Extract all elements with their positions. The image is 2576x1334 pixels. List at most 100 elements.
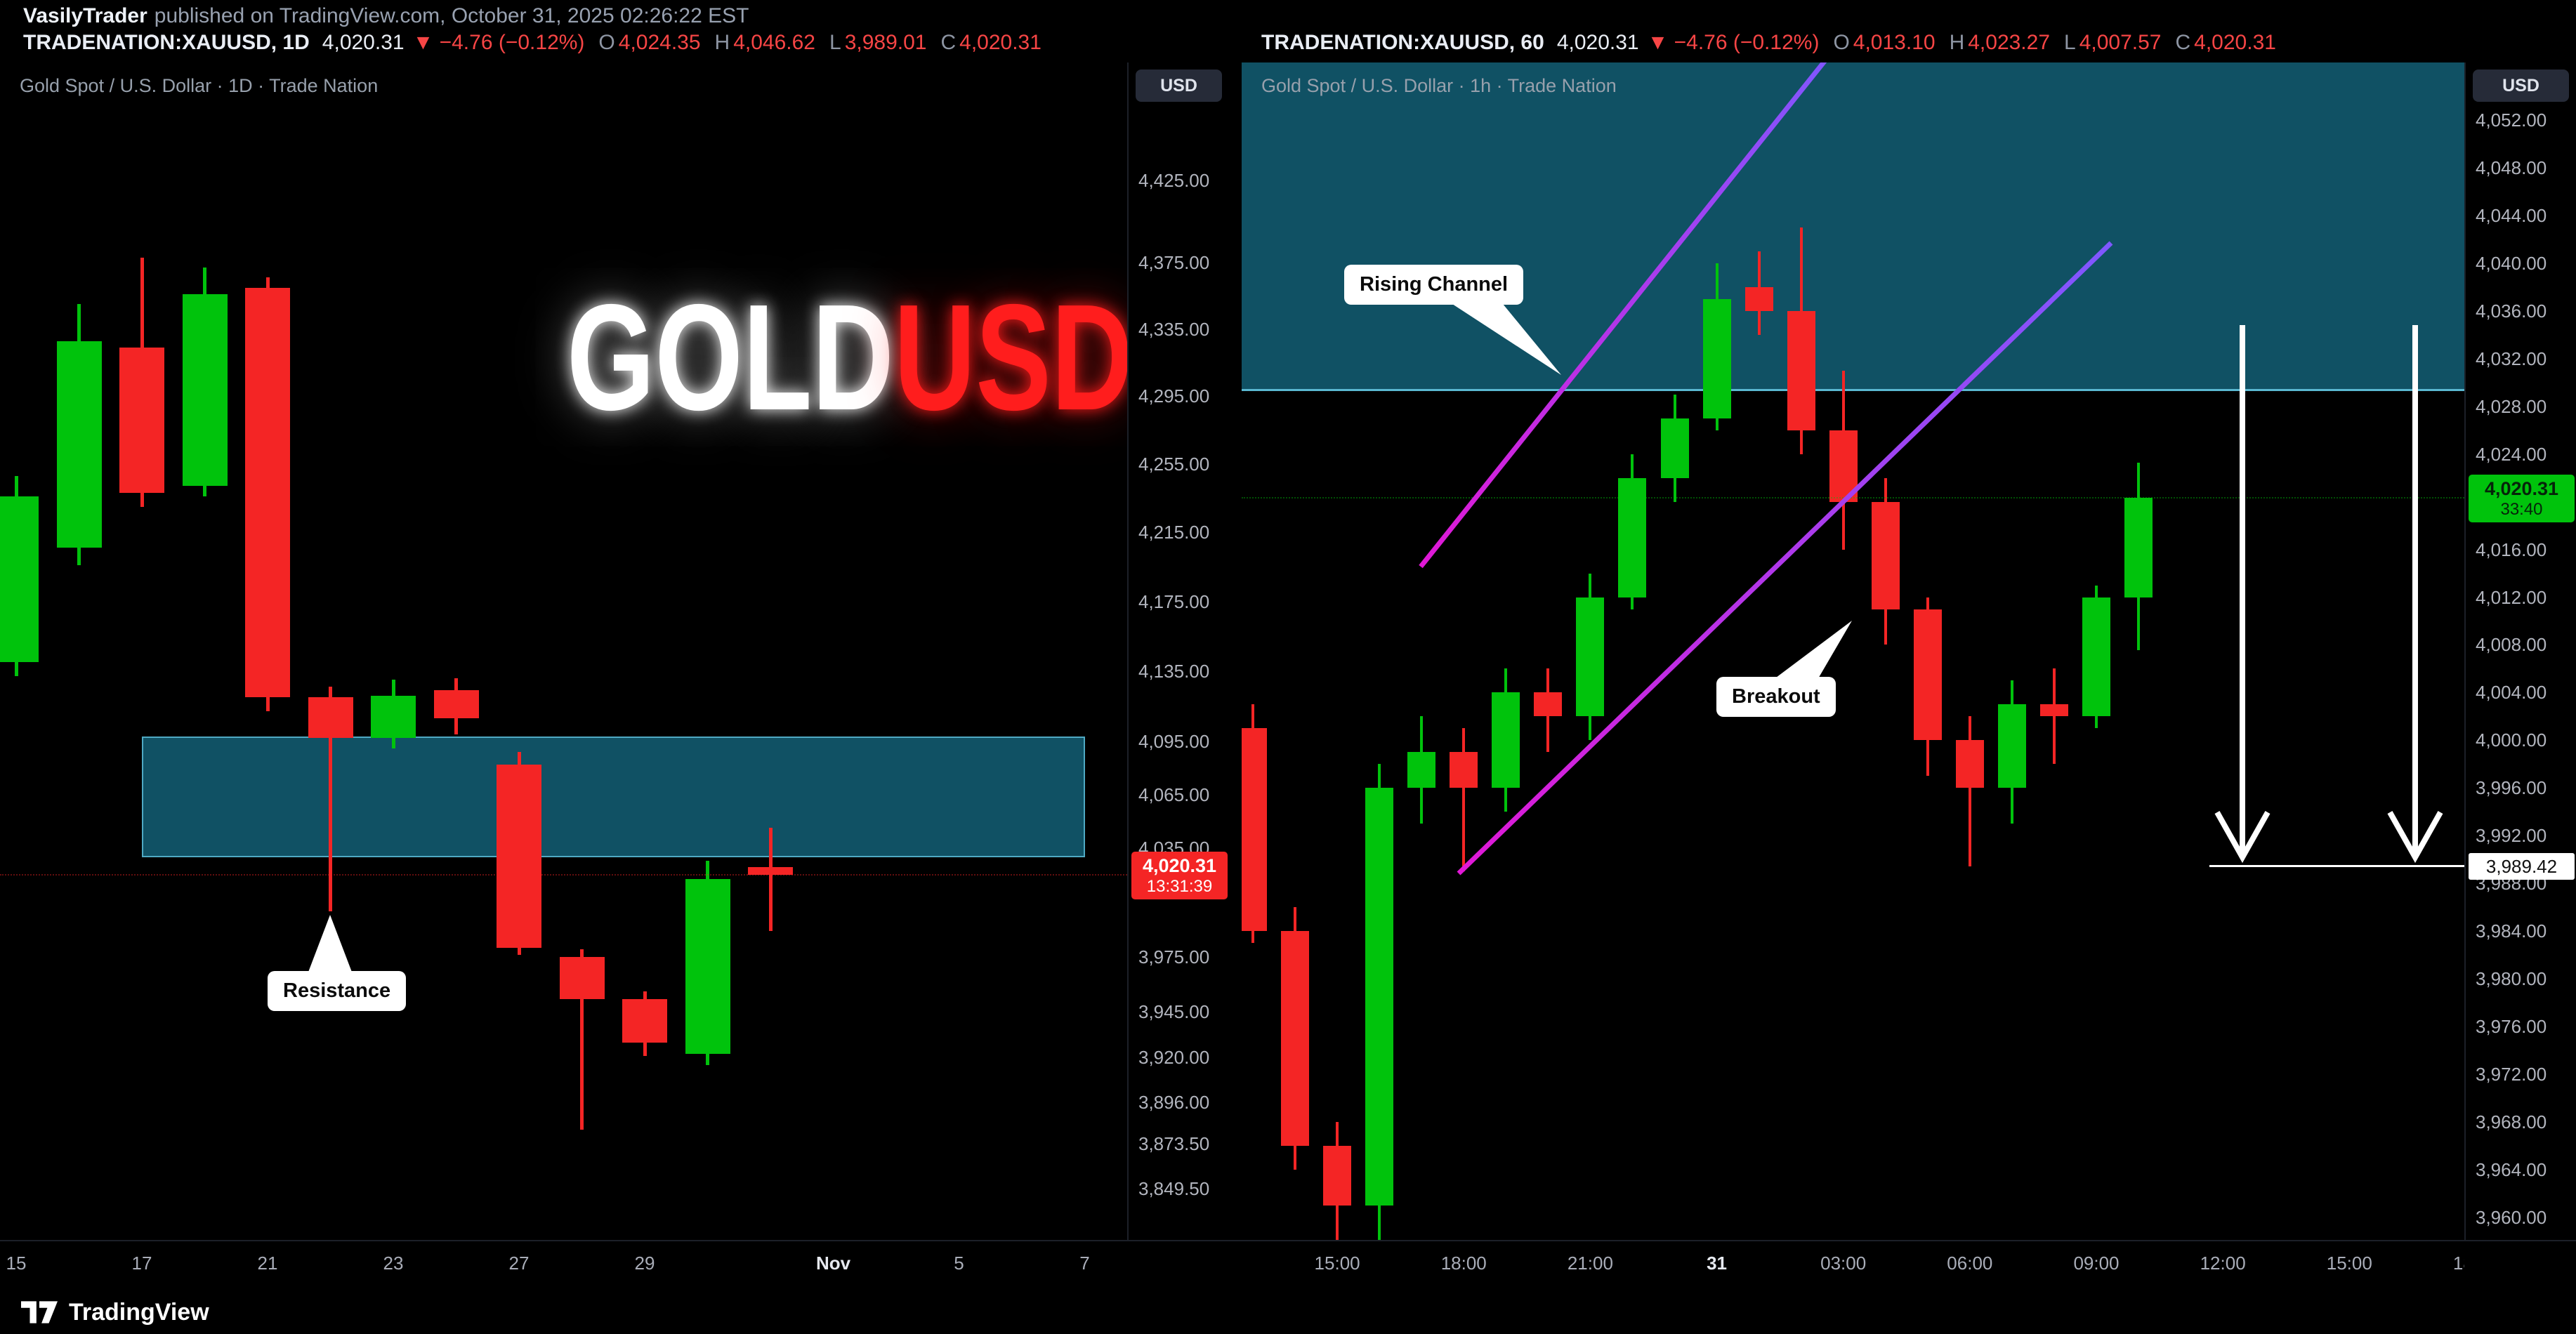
- price-tick: 4,008.00: [2476, 634, 2547, 656]
- time-tick: 15: [6, 1253, 27, 1274]
- watermark-usd-text: USD: [893, 272, 1127, 442]
- time-tick: 21:00: [1567, 1253, 1613, 1274]
- candle-body: [559, 956, 605, 999]
- candle-body: [1787, 310, 1815, 430]
- price-tick: 3,972.00: [2476, 1064, 2547, 1085]
- target-level-line: [2209, 865, 2464, 868]
- right-price-scale[interactable]: USD 4,020.31 33:40 3,989.42 4,052.00 4,04…: [2464, 62, 2576, 1240]
- hourly-chart-area[interactable]: Gold Spot / U.S. Dollar · 1h · Trade Nat…: [1242, 62, 2464, 1240]
- price-tick: 4,032.00: [2476, 348, 2547, 369]
- candle-body: [1829, 430, 1858, 502]
- candle-body: [1955, 740, 1984, 788]
- left-change: ▼ −4.76 (−0.12%): [412, 31, 585, 54]
- right-time-axis[interactable]: 15:00 18:00 21:00 31 03:00 06:00 09:00 12:00 15:…: [1242, 1241, 2464, 1290]
- down-arrow-2[interactable]: [2387, 325, 2443, 864]
- price-tick: 3,849.50: [1138, 1178, 1210, 1200]
- author-link[interactable]: VasilyTrader: [23, 4, 147, 27]
- price-tick: 3,980.00: [2476, 968, 2547, 990]
- price-tick: 4,175.00: [1138, 590, 1210, 612]
- candle-body: [1871, 501, 1900, 609]
- price-tick: 4,295.00: [1138, 385, 1210, 407]
- time-tick: 17: [131, 1253, 152, 1274]
- time-tick: 23: [383, 1253, 404, 1274]
- right-symbol: TRADENATION:XAUUSD, 60: [1261, 31, 1544, 54]
- candle-body: [1576, 597, 1605, 717]
- left-badge-price: 4,020.31: [1142, 854, 1217, 876]
- right-currency-button[interactable]: USD: [2473, 70, 2569, 102]
- price-tick: 4,335.00: [1138, 318, 1210, 340]
- candle-body: [1365, 788, 1394, 1206]
- price-tick: 4,135.00: [1138, 660, 1210, 682]
- right-open-label: O: [1833, 31, 1850, 54]
- down-arrow-1[interactable]: [2214, 325, 2271, 864]
- candle-body: [748, 867, 793, 875]
- candle-body: [371, 695, 416, 739]
- price-tick: 3,996.00: [2476, 777, 2547, 799]
- right-chart-title: Gold Spot / U.S. Dollar · 1h · Trade Nat…: [1261, 75, 1617, 96]
- price-tick: 4,048.00: [2476, 157, 2547, 178]
- time-tick: 06:00: [1947, 1253, 1993, 1274]
- candle-body: [119, 348, 164, 494]
- price-tick: 4,052.00: [2476, 110, 2547, 131]
- price-tick: 4,016.00: [2476, 539, 2547, 560]
- goldusd-watermark: GOLDUSD: [567, 282, 1127, 432]
- resistance-zone[interactable]: [1242, 62, 2464, 391]
- time-tick: 29: [634, 1253, 655, 1274]
- candle-body: [56, 341, 102, 548]
- candle-body: [2039, 704, 2068, 717]
- candle-body: [497, 764, 541, 948]
- time-axis[interactable]: 15 17 21 23 27 29 Nov 5 7 15:00 18:00 21:00 31 03:00…: [0, 1240, 2576, 1290]
- time-tick: Nov: [815, 1253, 851, 1274]
- candle-body: [308, 697, 353, 738]
- left-open-label: O: [598, 31, 615, 54]
- right-last-price-badge: 4,020.31 33:40: [2469, 475, 2575, 523]
- candle-wick: [329, 687, 332, 912]
- resistance-callout-pointer: [308, 915, 353, 974]
- panel-divider: [1229, 62, 1242, 1290]
- tradingview-logo-icon: [21, 1301, 58, 1323]
- left-drawings-layer: [308, 915, 353, 974]
- daily-chart-area[interactable]: GOLDUSD Gold Spot / U.S. Dollar · 1D · T…: [0, 62, 1127, 1240]
- price-tick: 4,000.00: [2476, 729, 2547, 751]
- time-tick: 15:00: [1314, 1253, 1360, 1274]
- candle-body: [1660, 418, 1689, 478]
- price-tick: 4,012.00: [2476, 586, 2547, 608]
- price-tick: 3,968.00: [2476, 1111, 2547, 1132]
- candle-body: [1618, 477, 1647, 597]
- left-currency-button[interactable]: USD: [1136, 70, 1222, 102]
- candle-body: [2124, 498, 2153, 597]
- candle-wick: [1968, 716, 1971, 867]
- left-low-value: 3,989.01: [844, 31, 927, 54]
- price-tick: 3,964.00: [2476, 1158, 2547, 1180]
- resistance-label[interactable]: Resistance: [268, 971, 407, 1011]
- left-high-value: 4,046.62: [733, 31, 815, 54]
- price-tick: 4,044.00: [2476, 204, 2547, 226]
- candle-body: [1997, 704, 2026, 788]
- left-price-scale[interactable]: USD 4,020.31 13:31:39 4,425.00 4,375.00 4,…: [1127, 62, 1229, 1240]
- candle-wick: [1462, 728, 1466, 872]
- left-badge-countdown: 13:31:39: [1146, 876, 1213, 896]
- price-tick: 4,036.00: [2476, 300, 2547, 322]
- left-time-axis[interactable]: 15 17 21 23 27 29 Nov 5 7: [0, 1241, 1127, 1290]
- time-tick: 09:00: [2073, 1253, 2120, 1274]
- time-tick: 21: [257, 1253, 278, 1274]
- left-last-price: 4,020.31: [322, 31, 405, 54]
- daily-chart-panel: GOLDUSD Gold Spot / U.S. Dollar · 1D · T…: [0, 62, 1229, 1240]
- tradingview-logo[interactable]: TradingView: [21, 1299, 209, 1326]
- rising-channel-label[interactable]: Rising Channel: [1344, 265, 1524, 305]
- price-tick: 3,975.00: [1138, 946, 1210, 968]
- left-symbol-header: TRADENATION:XAUUSD, 1D 4,020.31 ▼ −4.76 (−…: [23, 31, 1041, 55]
- resistance-zone[interactable]: [142, 736, 1085, 857]
- time-tick: 27: [508, 1253, 530, 1274]
- left-close-value: 4,020.31: [959, 31, 1041, 54]
- breakout-label[interactable]: Breakout: [1716, 677, 1836, 717]
- candle-body: [0, 496, 39, 663]
- time-tick: 15:00: [2326, 1253, 2372, 1274]
- price-tick: 4,215.00: [1138, 522, 1210, 543]
- candle-body: [1913, 609, 1942, 741]
- left-last-price-badge: 4,020.31 13:31:39: [1131, 851, 1228, 899]
- price-tick: 3,896.00: [1138, 1091, 1210, 1113]
- right-close-label: C: [2175, 31, 2191, 54]
- candle-body: [1534, 692, 1563, 717]
- price-tick: 4,425.00: [1138, 170, 1210, 191]
